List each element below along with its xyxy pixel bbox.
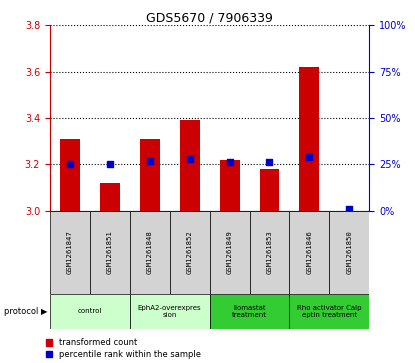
Legend: transformed count, percentile rank within the sample: transformed count, percentile rank withi… xyxy=(46,338,201,359)
Text: Rho activator Calp
eptin treatment: Rho activator Calp eptin treatment xyxy=(297,305,361,318)
Text: GSM1261847: GSM1261847 xyxy=(67,231,73,274)
Bar xyxy=(130,294,210,329)
Bar xyxy=(210,294,290,329)
Text: Ilomastat
treatment: Ilomastat treatment xyxy=(232,305,267,318)
Text: GSM1261851: GSM1261851 xyxy=(107,231,113,274)
Bar xyxy=(140,139,160,211)
Text: GSM1261846: GSM1261846 xyxy=(306,231,312,274)
Bar xyxy=(290,211,330,294)
Bar xyxy=(210,211,249,294)
Bar xyxy=(249,211,290,294)
Bar xyxy=(130,211,170,294)
Point xyxy=(186,156,193,162)
Bar xyxy=(220,160,239,211)
Point xyxy=(66,162,73,167)
Point xyxy=(106,162,113,167)
Text: EphA2-overexpres
sion: EphA2-overexpres sion xyxy=(138,305,201,318)
Point xyxy=(226,159,233,165)
Bar xyxy=(259,169,279,211)
Bar xyxy=(330,211,369,294)
Bar xyxy=(100,183,120,211)
Bar xyxy=(90,211,129,294)
Title: GDS5670 / 7906339: GDS5670 / 7906339 xyxy=(146,11,273,24)
Bar xyxy=(50,294,130,329)
Text: GSM1261848: GSM1261848 xyxy=(146,231,153,274)
Point xyxy=(306,154,313,160)
Bar xyxy=(180,120,200,211)
Point xyxy=(266,159,273,165)
Bar xyxy=(50,211,90,294)
Point xyxy=(346,206,353,212)
Bar xyxy=(290,294,369,329)
Bar xyxy=(60,139,80,211)
Text: GSM1261849: GSM1261849 xyxy=(227,231,232,274)
Bar xyxy=(300,67,320,211)
Text: GSM1261853: GSM1261853 xyxy=(266,231,273,274)
Text: protocol ▶: protocol ▶ xyxy=(4,307,48,316)
Text: GSM1261850: GSM1261850 xyxy=(347,231,352,274)
Bar xyxy=(170,211,210,294)
Point xyxy=(146,158,153,163)
Text: GSM1261852: GSM1261852 xyxy=(187,231,193,274)
Text: control: control xyxy=(78,308,102,314)
